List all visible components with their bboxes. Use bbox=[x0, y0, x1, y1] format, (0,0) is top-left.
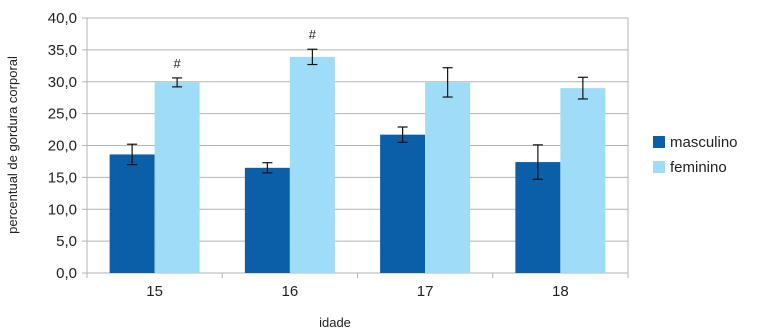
bar-feminino-18 bbox=[560, 88, 606, 273]
y-tick-labels: 0,0 5,0 10,0 15,0 20,0 25,0 30,0 35,0 40,0 bbox=[48, 10, 77, 282]
legend-label-masculino: masculino bbox=[670, 134, 738, 151]
annotations: ## bbox=[174, 27, 317, 71]
bar-masculino-16 bbox=[244, 167, 290, 273]
legend-label-feminino: feminino bbox=[670, 159, 727, 176]
legend: masculino feminino bbox=[653, 134, 738, 176]
y-tick-label: 5,0 bbox=[56, 233, 77, 250]
x-tick-label: 16 bbox=[282, 283, 299, 300]
bar-masculino-18 bbox=[515, 162, 561, 273]
x-tick-label: 15 bbox=[146, 283, 163, 300]
y-tick-label: 25,0 bbox=[48, 106, 77, 123]
y-tick-label: 15,0 bbox=[48, 169, 77, 186]
significance-marker: # bbox=[174, 56, 182, 71]
significance-marker: # bbox=[309, 27, 317, 42]
bar-masculino-15 bbox=[109, 154, 155, 273]
x-tick-label: 17 bbox=[417, 283, 434, 300]
bar-masculino-17 bbox=[380, 134, 426, 273]
y-tick-label: 30,0 bbox=[48, 74, 77, 91]
error-bars bbox=[127, 48, 588, 180]
legend-swatch-feminino bbox=[653, 161, 665, 173]
bar-feminino-17 bbox=[425, 82, 471, 273]
bar-feminino-15 bbox=[154, 82, 200, 273]
x-tick-label: 18 bbox=[552, 283, 569, 300]
bar-feminino-16 bbox=[289, 56, 335, 274]
y-tick-label: 0,0 bbox=[56, 265, 77, 282]
y-tick-label: 10,0 bbox=[48, 201, 77, 218]
x-axis-label: idade bbox=[319, 315, 351, 329]
y-axis-label: percentual de gordura corporal bbox=[5, 56, 20, 234]
y-tick-label: 20,0 bbox=[48, 138, 77, 155]
legend-swatch-masculino bbox=[653, 136, 665, 148]
y-tick-label: 40,0 bbox=[48, 10, 77, 27]
x-tick-labels: 15 16 17 18 bbox=[146, 283, 568, 300]
bars bbox=[109, 56, 606, 274]
y-tick-label: 35,0 bbox=[48, 42, 77, 59]
